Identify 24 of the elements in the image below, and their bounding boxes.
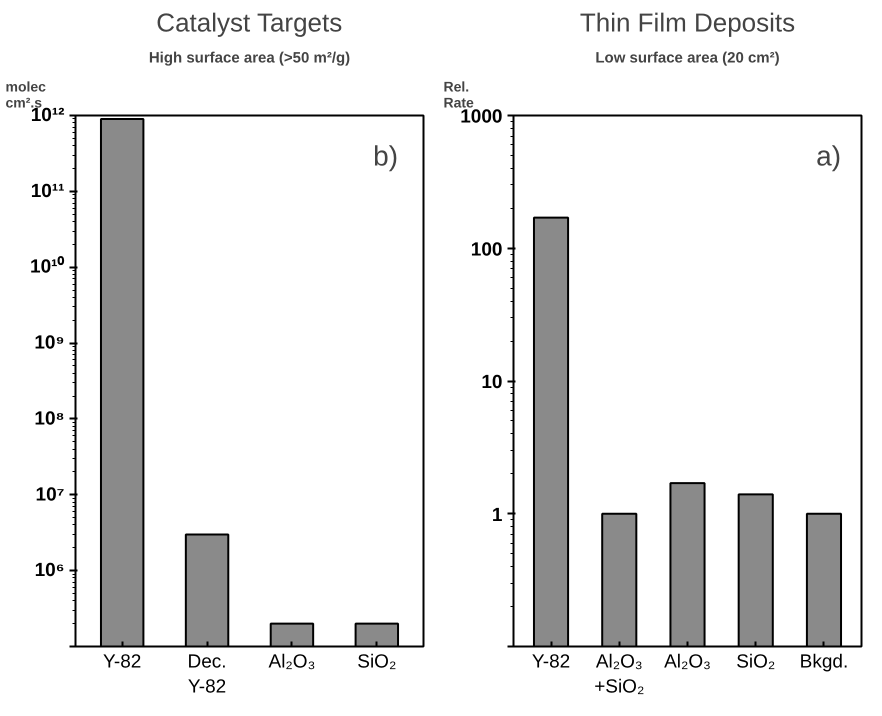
x-tick-label: Al₂O₃ +SiO₂ — [594, 652, 644, 698]
y-tick-label: 10⁹ — [34, 332, 65, 354]
x-tick-label: Y-82 — [532, 652, 570, 672]
y-tick-label: 10¹¹ — [30, 180, 65, 202]
y-tick-label: 10¹⁰ — [30, 256, 65, 278]
annotation: b) — [373, 140, 398, 172]
y-tick-label: 100 — [470, 239, 502, 260]
x-tick-label: Y-82 — [102, 652, 142, 672]
chart-subtitle: Low surface area (20 cm²) — [595, 50, 780, 66]
y-tick-label: 10⁶ — [34, 560, 65, 582]
chart-title: Catalyst Targets — [156, 8, 342, 38]
y-tick-label: 1 — [492, 504, 503, 526]
x-tick-label: Dec. Y-82 — [188, 652, 227, 698]
y-tick-label: 10 — [481, 372, 503, 393]
x-tick-label: SiO₂ — [736, 652, 776, 672]
annotation: a) — [816, 140, 842, 172]
y-tick-label: 10⁸ — [34, 408, 65, 430]
x-tick-label: Al₂O₃ — [664, 652, 711, 672]
chart-title: Thin Film Deposits — [580, 8, 796, 38]
y-tick-label: 10⁷ — [36, 484, 65, 506]
chart-subtitle: High surface area (>50 m²/g) — [148, 50, 350, 66]
x-tick-label: SiO₂ — [357, 652, 396, 672]
x-tick-label: Al₂O₃ — [268, 652, 316, 672]
x-tick-label: Bkgd. — [800, 652, 848, 672]
